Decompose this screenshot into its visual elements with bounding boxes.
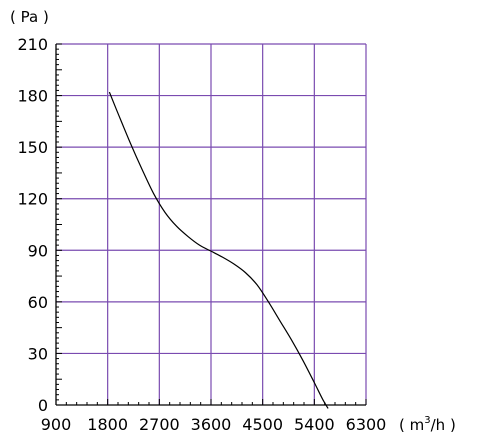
x-tick-label: 900 — [41, 415, 72, 434]
y-tick-label: 210 — [17, 35, 48, 54]
x-tick-label: 5400 — [294, 415, 335, 434]
axes — [55, 44, 366, 406]
x-tick-label: 1800 — [87, 415, 128, 434]
x-unit-sup: 3 — [424, 415, 430, 426]
y-tick-label: 120 — [17, 190, 48, 209]
x-unit-open: ( m — [399, 416, 424, 434]
y-tick-label: 180 — [17, 87, 48, 106]
x-tick-label: 2700 — [139, 415, 180, 434]
x-unit-close: /h ) — [431, 416, 456, 434]
x-tick-label: 6300 — [346, 415, 387, 434]
x-tick-label: 3600 — [191, 415, 232, 434]
y-tick-label: 150 — [17, 138, 48, 157]
grid — [56, 43, 367, 405]
y-tick-label: 0 — [38, 396, 48, 415]
x-tick-label: 4500 — [242, 415, 283, 434]
y-tick-label: 60 — [28, 293, 48, 312]
pressure-flow-curve — [108, 91, 329, 409]
y-unit-label: ( Pa ) — [10, 8, 49, 26]
y-tick-label: 90 — [28, 241, 48, 260]
y-tick-label: 30 — [28, 344, 48, 363]
y-tick-labels: 0 30 60 90 120 150 180 210 — [17, 35, 48, 415]
x-unit-label: ( m3/h ) — [399, 415, 456, 434]
x-tick-labels: 900 1800 2700 3600 4500 5400 6300 — [41, 415, 387, 434]
